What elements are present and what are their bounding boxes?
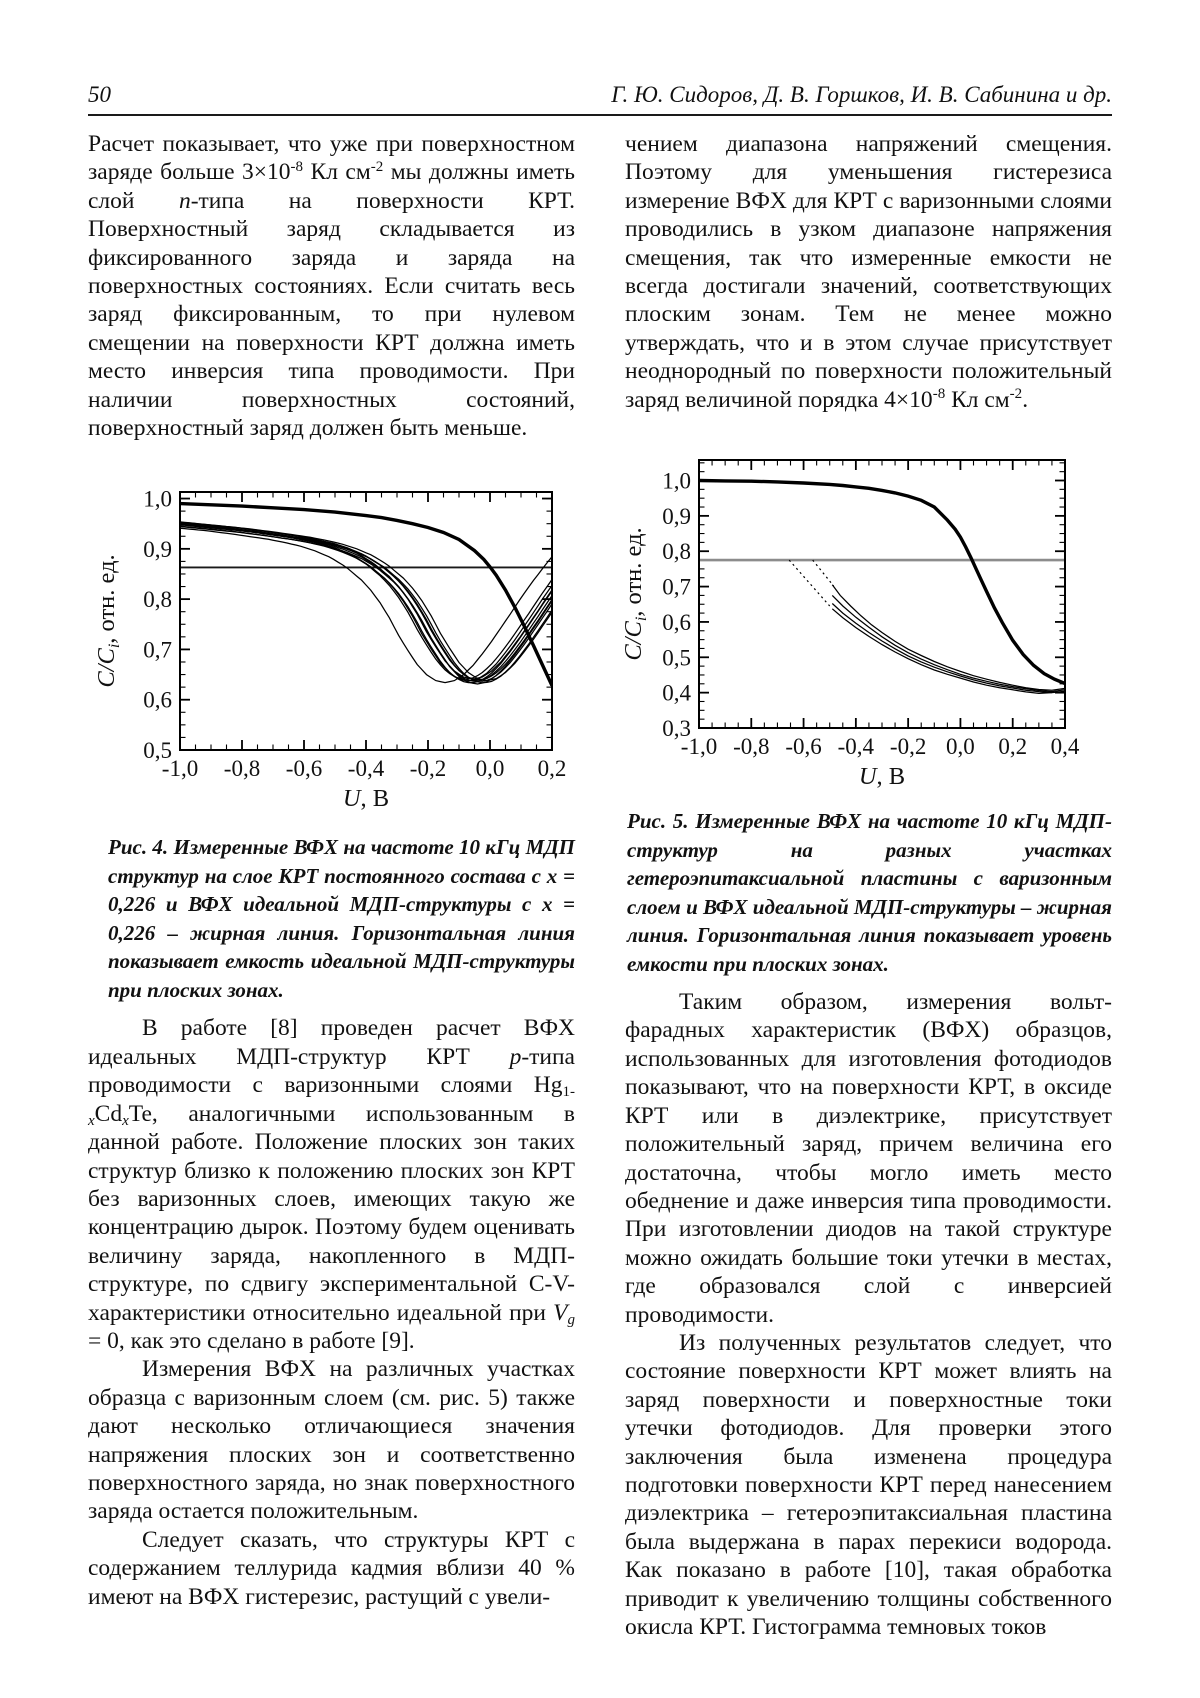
column-left: Расчет показывает, что уже при поверхнос… <box>88 130 575 1641</box>
ideal-mis-cv-thick <box>699 478 1065 686</box>
x-tick-label: -0,8 <box>224 756 260 781</box>
x-tick-label: -0,4 <box>838 734 875 759</box>
measured-cv-family <box>180 524 552 683</box>
y-tick-label: 0,9 <box>143 537 172 562</box>
figure-4: -1,0 -0,8 -0,6 -0,4 -0,2 0,0 0,2 1,0 0,9 0,8 0,7 0,… <box>88 448 575 1004</box>
fig5-svg: -1,0 -0,8 -0,6 -0,4 -0,2 0,0 0,2 0,4 1,0 0,9 0,8 0,… <box>620 459 1080 790</box>
content-columns: Расчет показывает, что уже при поверхнос… <box>88 130 1112 1641</box>
x-tick-label: 0,4 <box>1051 734 1080 759</box>
x-tick-label: -0,6 <box>785 734 821 759</box>
y-tick-label: 0,5 <box>143 738 172 763</box>
y-tick-label: 0,4 <box>662 681 691 706</box>
x-tick-label: 0,2 <box>538 756 567 781</box>
y-tick-label: 0,7 <box>143 638 172 663</box>
paragraph: В работе [8] проведен расчет ВФХ идеальн… <box>88 1015 575 1354</box>
figure-5-caption: Рис. 5. Измеренные ВФХ на частоте 10 кГц… <box>627 809 1112 976</box>
paragraph: Измерения ВФХ на различных участках обра… <box>88 1356 575 1525</box>
y-tick-label: 1,0 <box>143 487 172 512</box>
figure-5-chart: -1,0 -0,8 -0,6 -0,4 -0,2 0,0 0,2 0,4 1,0 0,9 0,8 0,… <box>620 420 1112 795</box>
x-tick-label: -1,0 <box>162 756 198 781</box>
y-tick-label: 0,6 <box>662 610 691 635</box>
paragraph: Расчет показывает, что уже при поверхнос… <box>88 131 576 442</box>
x-tick-label: -0,2 <box>890 734 926 759</box>
y-tick-label: 0,7 <box>662 575 691 600</box>
x-tick-label: -0,2 <box>410 756 446 781</box>
y-axis-label: C/Ci, отн. ед. <box>625 527 650 660</box>
measured-cv-family <box>180 523 552 681</box>
extrapolation-dotted-2 <box>812 559 835 587</box>
figure-4-caption: Рис. 4. Измеренные ВФХ на частоте 10 кГц… <box>108 835 576 1002</box>
x-tick-label: -0,4 <box>348 756 385 781</box>
measured-cv-family <box>180 522 552 681</box>
measured-cv-family <box>180 525 552 684</box>
cv-curves <box>180 502 552 687</box>
measured-cv-family <box>180 521 552 681</box>
paragraph: чением диапазона напряжений смещения. По… <box>625 131 1112 413</box>
fig4-svg: -1,0 -0,8 -0,6 -0,4 -0,2 0,0 0,2 1,0 0,9 0,8 0,7 0,… <box>93 487 567 812</box>
x-tick-label: -0,8 <box>733 734 769 759</box>
paragraph: Следует сказать, что структуры КРТ с сод… <box>88 1526 575 1610</box>
measured-cv-family <box>180 528 552 684</box>
measured-cv-family <box>180 524 552 683</box>
y-tick-label: 0,9 <box>662 504 691 529</box>
y-tick-label: 0,8 <box>662 539 691 564</box>
plot-box <box>179 491 553 752</box>
page-header: 50 Г. Ю. Сидоров, Д. В. Горшков, И. В. С… <box>88 82 1112 108</box>
measured-cv-family <box>180 526 552 686</box>
x-tick-label: -0,6 <box>286 756 322 781</box>
x-tick-label: 0,0 <box>476 756 505 781</box>
y-tick-label: 1,0 <box>662 469 691 494</box>
ideal-mis-cv-thick <box>180 502 552 687</box>
page-number: 50 <box>88 82 111 107</box>
x-axis-label: U, В <box>859 763 905 790</box>
measured-cv-family <box>180 522 552 682</box>
y-tick-label: 0,3 <box>662 716 691 741</box>
column-right: чением диапазона напряжений смещения. По… <box>620 130 1112 1641</box>
paragraph: Из полученных результатов следует, что с… <box>625 1329 1112 1640</box>
x-tick-label: 0,0 <box>946 734 975 759</box>
extrapolation-dotted-1 <box>788 559 831 607</box>
figure-4-chart: -1,0 -0,8 -0,6 -0,4 -0,2 0,0 0,2 1,0 0,9 0,8 0,7 0,… <box>88 448 575 821</box>
measured-cv-site-1 <box>831 584 1065 691</box>
y-tick-label: 0,5 <box>662 645 691 670</box>
measured-cv-site-4 <box>831 608 1052 695</box>
header-rule <box>88 114 1112 116</box>
cv-curves <box>699 478 1065 695</box>
plot-box <box>698 459 1066 730</box>
x-tick-label: -1,0 <box>681 734 717 759</box>
x-axis-label: U, В <box>343 785 389 812</box>
header-authors: Г. Ю. Сидоров, Д. В. Горшков, И. В. Саби… <box>611 82 1112 107</box>
y-tick-label: 0,8 <box>143 588 172 613</box>
y-tick-label: 0,6 <box>143 688 172 713</box>
y-axis-label: C/Ci, отн. ед. <box>93 555 123 688</box>
x-tick-label: 0,2 <box>998 734 1027 759</box>
measured-cv-site-2 <box>831 595 1065 693</box>
measured-cv-site-3 <box>831 603 1065 694</box>
figure-5: -1,0 -0,8 -0,6 -0,4 -0,2 0,0 0,2 0,4 1,0 0,9 0,8 0,… <box>620 420 1112 978</box>
paragraph: Таким образом, измерения вольт-фарадных … <box>625 989 1112 1328</box>
